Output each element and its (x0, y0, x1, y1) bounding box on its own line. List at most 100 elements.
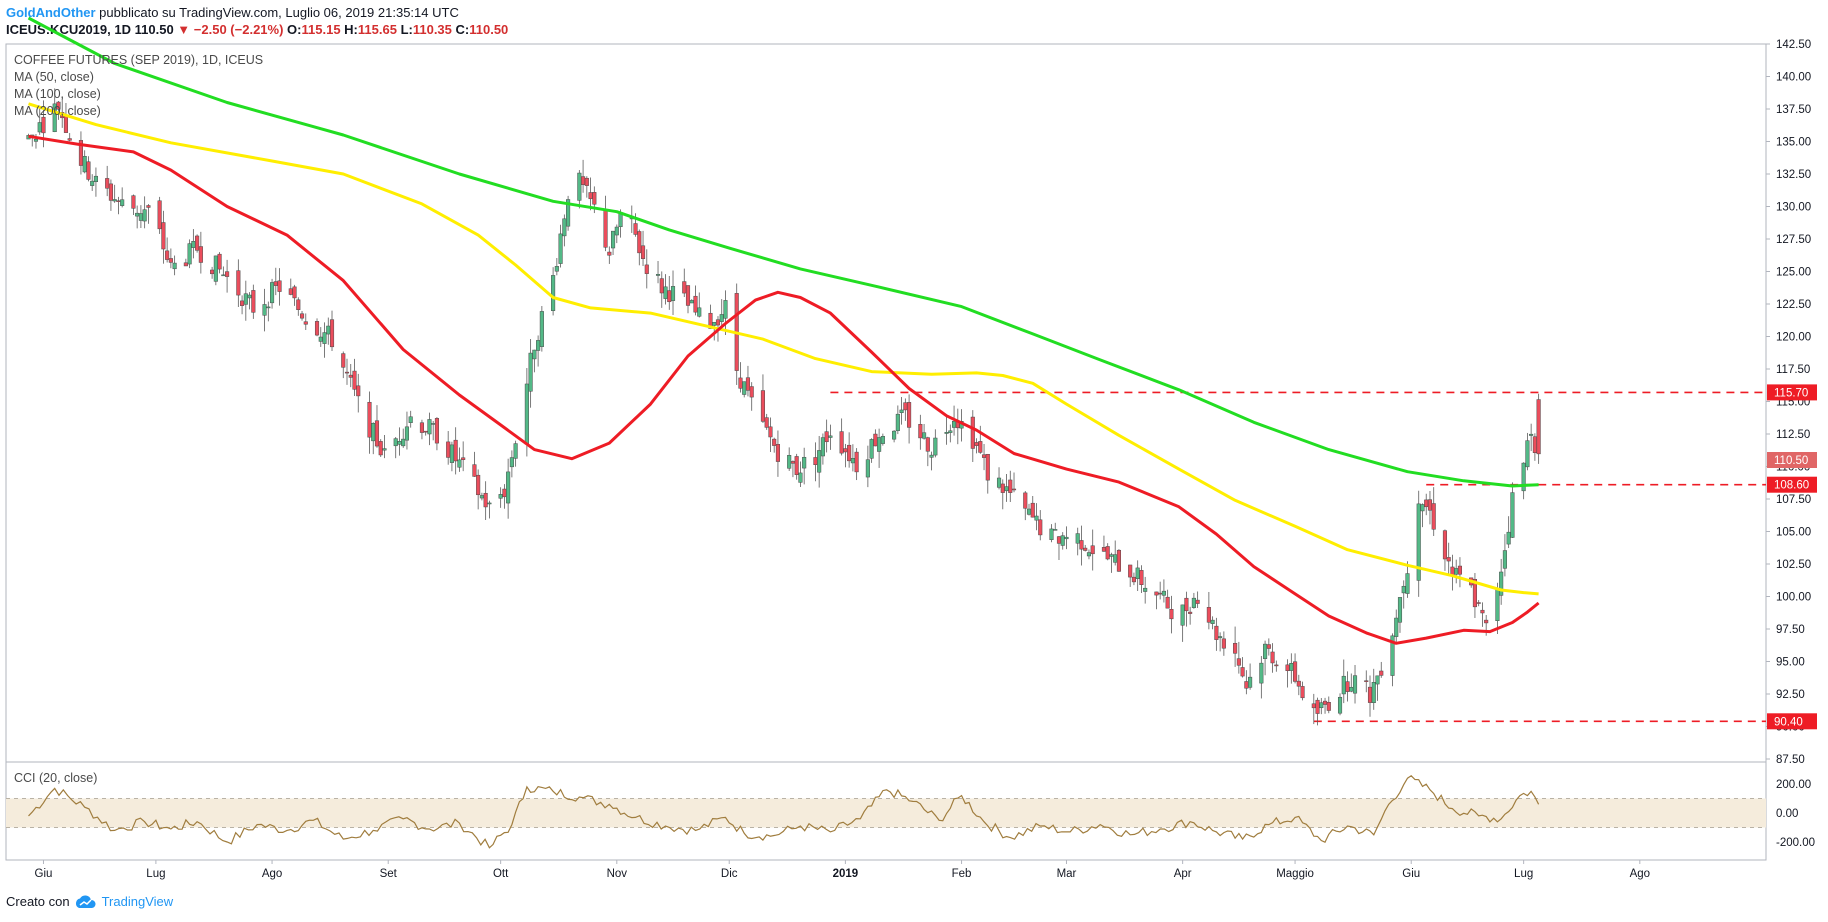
price-axis[interactable]: 142.50 140.00 137.50 135.00 132.50 130.00 127.… (1766, 39, 1817, 766)
candle-body (1008, 479, 1013, 493)
candle-body (1416, 503, 1421, 581)
candle-body (288, 288, 293, 295)
candle-body (798, 472, 803, 483)
candle-body (760, 390, 765, 422)
close-value: 110.50 (469, 22, 509, 37)
candle-body (712, 322, 717, 326)
candle-body (738, 377, 743, 389)
candle-body (120, 199, 125, 206)
candle-body (715, 319, 721, 326)
candle-body (1454, 568, 1459, 575)
candle-body (1188, 611, 1193, 614)
cci-pane[interactable]: 200.00 0.00 -200.00 (6, 775, 1815, 849)
candle-body (772, 438, 777, 446)
candle-body (142, 209, 147, 222)
candle-body (697, 307, 702, 317)
time-tick-label: Dic (721, 868, 738, 880)
candle-body (1038, 519, 1043, 536)
candle-body (1420, 504, 1425, 512)
candle-body (1296, 680, 1301, 687)
time-tick-label: Mar (1057, 868, 1077, 880)
candle-body (210, 269, 215, 275)
legend-ma50: MA (50, close) (14, 70, 94, 84)
price-tick-label: 105.00 (1776, 527, 1811, 539)
author-link[interactable]: GoldAndOther (6, 5, 96, 20)
candle-body (1352, 675, 1358, 694)
candle-body (112, 199, 117, 202)
candle-body (581, 176, 586, 185)
candle-body (382, 448, 387, 451)
time-tick-label: Apr (1174, 868, 1192, 880)
candle-body (1105, 546, 1110, 560)
candle-body (1266, 644, 1271, 649)
ma200-line (27, 16, 1539, 488)
candle-body (670, 286, 676, 301)
candle-body (1431, 503, 1436, 530)
price-tag-label: 110.50 (1774, 455, 1808, 467)
candle-body (607, 251, 612, 256)
candle-body (472, 464, 477, 477)
candle-body (899, 409, 904, 414)
candle-body (1442, 530, 1448, 560)
candle-body (539, 311, 544, 347)
price-tick-label: 127.50 (1776, 234, 1811, 246)
candle-body (457, 459, 462, 468)
candle-body (1337, 696, 1343, 714)
cci-band (6, 798, 1766, 828)
candle-body (1158, 592, 1163, 595)
candle-body (802, 456, 807, 469)
candle-body (1322, 700, 1328, 705)
candle-body (929, 454, 934, 458)
candle-body (446, 441, 451, 458)
candle-body (854, 451, 859, 473)
candle-body (378, 441, 383, 456)
candle-body (296, 299, 301, 310)
last-price: 110.50 (134, 22, 174, 37)
low-label: L: (400, 22, 413, 37)
candle-body (404, 426, 410, 441)
price-tick-label: 95.00 (1776, 657, 1805, 669)
candle-body (352, 370, 357, 390)
candle-body (1143, 587, 1148, 592)
candle-body (633, 223, 638, 235)
time-axis[interactable]: Giu Lug Ago Set Ott Nov Dic 2019 Feb Mar Apr Maggio… (35, 860, 1651, 880)
time-tick-label: Nov (607, 868, 628, 880)
candle-body (299, 313, 305, 319)
candle-body (566, 199, 571, 227)
candle-body (1184, 597, 1189, 612)
tradingview-brand[interactable]: TradingView (101, 894, 174, 909)
candle-body (1191, 597, 1196, 608)
candle-body (1049, 528, 1054, 540)
candle-body (157, 200, 162, 230)
candle-body (1345, 681, 1350, 692)
candle-body (52, 103, 57, 133)
candle-body (1394, 617, 1399, 637)
candle-body (187, 243, 192, 265)
legend: COFFEE FUTURES (SEP 2019), 1D, ICEUS MA … (14, 53, 263, 785)
candle-body (1502, 550, 1507, 569)
ma50-line (28, 134, 1540, 645)
candle-body (1011, 488, 1017, 491)
candles[interactable] (26, 88, 1541, 726)
high-value: 115.65 (357, 22, 397, 37)
candle-body (1427, 499, 1433, 511)
candle-body (1510, 492, 1515, 538)
candle-body (907, 402, 912, 428)
candle-body (33, 138, 39, 142)
tradingview-cloud-icon (75, 895, 96, 908)
candle-body (341, 353, 346, 368)
candle-body (401, 438, 406, 447)
candle-body (592, 192, 597, 205)
time-tick-label: Ago (1630, 868, 1650, 880)
candle-body (918, 424, 923, 439)
candle-body (719, 314, 724, 322)
candle-body (1109, 554, 1114, 557)
candle-body (708, 312, 713, 329)
candle-body (843, 448, 848, 453)
legend-ma200: MA (200, close) (14, 104, 101, 118)
candle-body (292, 286, 297, 299)
candle-body (1476, 602, 1481, 604)
candle-body (970, 416, 975, 449)
candle-body (558, 233, 563, 264)
